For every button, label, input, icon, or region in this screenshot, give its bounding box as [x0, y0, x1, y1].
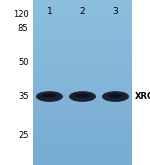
Ellipse shape: [108, 94, 123, 98]
Ellipse shape: [36, 91, 63, 102]
Text: 3: 3: [113, 7, 118, 16]
Ellipse shape: [42, 94, 57, 98]
Text: 85: 85: [18, 24, 28, 33]
Text: 25: 25: [18, 131, 28, 140]
Text: XRCC4: XRCC4: [135, 92, 150, 101]
Text: 2: 2: [80, 7, 85, 16]
Ellipse shape: [102, 91, 129, 102]
Text: 120: 120: [13, 10, 28, 18]
Text: 35: 35: [18, 92, 28, 101]
Ellipse shape: [69, 91, 96, 102]
Text: 1: 1: [47, 7, 52, 16]
Ellipse shape: [75, 94, 90, 98]
Text: 50: 50: [18, 58, 28, 67]
